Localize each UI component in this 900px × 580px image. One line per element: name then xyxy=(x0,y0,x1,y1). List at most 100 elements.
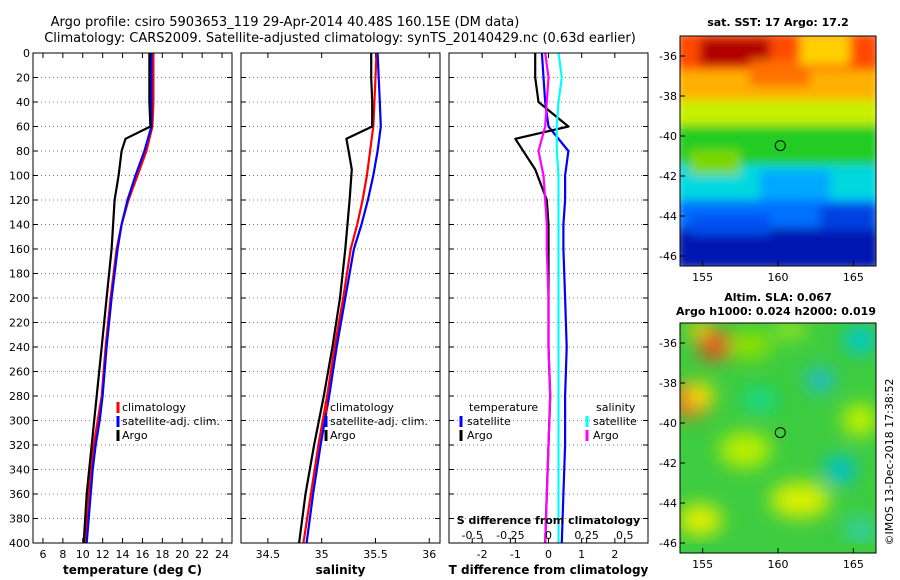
sst-map-axes: 155 160 165 -36 -38 -40 -42 -44 -46 xyxy=(659,50,864,284)
sla-map-field xyxy=(680,323,876,553)
x-tick-label: 16 xyxy=(135,548,149,561)
y-tick-label: 120 xyxy=(9,194,30,207)
x-tick-label: 14 xyxy=(116,548,130,561)
x-axis-label: temperature (deg C) xyxy=(63,563,202,577)
sst-map-title: sat. SST: 17 Argo: 17.2 xyxy=(707,16,849,29)
sla-map-subtitle: Argo h1000: 0.024 h2000: 0.019 xyxy=(676,305,876,318)
s-tick-label: -0.25 xyxy=(496,529,524,542)
y-tick-label: 100 xyxy=(9,170,30,183)
legend-label: climatology xyxy=(122,401,186,414)
y-tick-label: 320 xyxy=(9,439,30,452)
map-x-tick-label: 165 xyxy=(843,271,864,284)
legend-label: Argo xyxy=(593,429,619,442)
x-tick-label: 2 xyxy=(611,548,618,561)
argo-location-marker xyxy=(774,427,786,439)
salinity-panel: 34.5 35 35.5 36 salinity climatologysatellite… xyxy=(240,52,441,577)
map-y-tick-label: -44 xyxy=(659,210,677,223)
x-tick-label: 10 xyxy=(76,548,90,561)
map-y-tick-label: -42 xyxy=(659,457,677,470)
y-tick-label: 80 xyxy=(16,145,30,158)
y-tick-label: 60 xyxy=(16,121,30,134)
s-tick-label: -0.5 xyxy=(461,529,482,542)
x-tick-label: 20 xyxy=(175,548,189,561)
legend-label: Argo xyxy=(467,429,493,442)
x-axis-label: salinity xyxy=(316,563,366,577)
legend-title-temperature: temperature xyxy=(469,401,538,414)
x-axis-label: T difference from climatology xyxy=(449,563,649,577)
map-y-tick-label: -40 xyxy=(659,417,677,430)
map-x-tick-label: 160 xyxy=(768,271,789,284)
y-tick-label: 280 xyxy=(9,390,30,403)
y-tick-label: 300 xyxy=(9,415,30,428)
series-s-satellite xyxy=(555,52,563,543)
map-y-tick-label: -46 xyxy=(659,537,677,550)
sla-map-title: Altim. SLA: 0.067 xyxy=(724,291,831,304)
x-tick-label: 0 xyxy=(545,548,552,561)
y-tick-label: 260 xyxy=(9,366,30,379)
y-tick-label: 180 xyxy=(9,268,30,281)
x-tick-label: -2 xyxy=(477,548,488,561)
temperature-panel: 0 20 40 60 80 100 120 140 160 180 200 220 240 260 280 3… xyxy=(9,47,233,577)
y-tick-label: 200 xyxy=(9,292,30,305)
legend-label: satellite xyxy=(467,415,511,428)
series-argo xyxy=(82,53,152,544)
y-tick-label: 160 xyxy=(9,243,30,256)
y-tick-label: 20 xyxy=(16,72,30,85)
sst-map-field xyxy=(680,36,876,266)
x-tick-label: 34.5 xyxy=(256,548,281,561)
sla-map-axes: 155 160 165 -36 -38 -40 -42 -44 -46 xyxy=(659,337,864,571)
x-tick-label: -1 xyxy=(510,548,521,561)
y-tick-label: 220 xyxy=(9,317,30,330)
header-line2: Climatology: CARS2009. Satellite-adjuste… xyxy=(44,31,636,46)
header-line1: Argo profile: csiro 5903653_119 29-Apr-2… xyxy=(51,15,520,30)
x-tick-label: 8 xyxy=(59,548,66,561)
x-tick-label: 22 xyxy=(195,548,209,561)
series-satellite-adj-clim- xyxy=(305,52,382,544)
series-climatology xyxy=(302,52,378,544)
legend-label: Argo xyxy=(330,429,356,442)
x-tick-label: 24 xyxy=(215,548,229,561)
y-tick-label: 340 xyxy=(9,464,30,477)
legend-title-salinity: salinity xyxy=(596,401,636,414)
s-tick-label: 0.25 xyxy=(574,529,599,542)
legend-label: Argo xyxy=(122,429,148,442)
difference-panel: -2 -1 0 1 2 T difference from climatology temp… xyxy=(448,52,649,577)
map-y-tick-label: -46 xyxy=(659,250,677,263)
map-y-tick-label: -36 xyxy=(659,337,677,350)
x-tick-label: 6 xyxy=(39,548,46,561)
s-tick-label: 0.5 xyxy=(616,529,634,542)
y-tick-label: 360 xyxy=(9,488,30,501)
plot-frame xyxy=(32,52,233,544)
map-y-tick-label: -44 xyxy=(659,497,677,510)
map-x-tick-label: 165 xyxy=(843,558,864,571)
legend-label: satellite-adj. clim. xyxy=(330,415,428,428)
y-tick-label: 0 xyxy=(23,47,30,60)
map-y-tick-label: -38 xyxy=(659,90,677,103)
map-y-tick-label: -36 xyxy=(659,50,677,63)
salinity-diff-axis-label: S difference from climatology xyxy=(457,514,641,527)
legend-label: satellite xyxy=(593,415,637,428)
map-y-tick-label: -42 xyxy=(659,170,677,183)
x-tick-label: 1 xyxy=(578,548,585,561)
credit-text: ©IMOS 13-Dec-2018 17:38:52 xyxy=(883,379,896,546)
series-argo xyxy=(298,53,374,544)
series-satellite-adj-clim- xyxy=(85,53,153,544)
map-y-tick-label: -40 xyxy=(659,130,677,143)
map-y-tick-label: -38 xyxy=(659,377,677,390)
legend-label: satellite-adj. clim. xyxy=(122,415,220,428)
x-tick-label: 35 xyxy=(315,548,329,561)
plot-frame xyxy=(240,52,441,544)
y-tick-label: 380 xyxy=(9,513,30,526)
x-tick-label: 35.5 xyxy=(363,548,388,561)
y-tick-label: 400 xyxy=(9,537,30,550)
y-tick-label: 240 xyxy=(9,341,30,354)
series-climatology xyxy=(84,53,155,544)
x-tick-label: 18 xyxy=(155,548,169,561)
map-x-tick-label: 155 xyxy=(692,271,713,284)
series-s-argo xyxy=(537,52,552,544)
map-x-tick-label: 160 xyxy=(768,558,789,571)
argo-location-marker xyxy=(774,140,786,152)
x-tick-label: 12 xyxy=(96,548,110,561)
s-tick-label: 0 xyxy=(545,529,552,542)
